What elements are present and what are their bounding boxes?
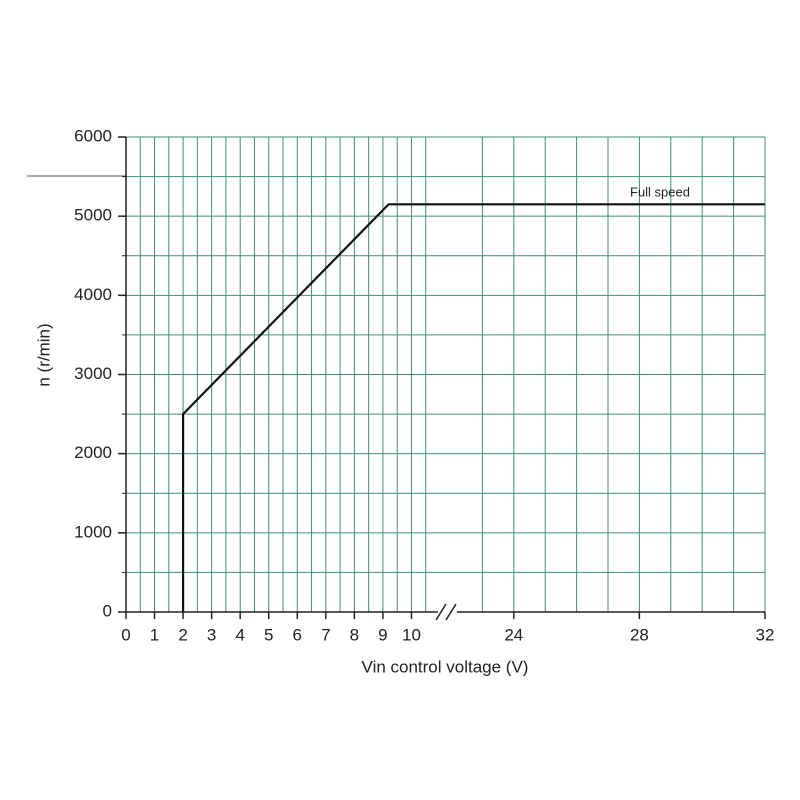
x-tick-label: 24 [504,625,523,644]
y-tick-label: 1000 [74,522,112,541]
x-tick-label: 0 [121,625,130,644]
x-tick-label: 8 [350,625,359,644]
x-tick-label: 7 [321,625,330,644]
x-tick-label: 2 [178,625,187,644]
x-tick-label: 28 [630,625,649,644]
y-tick-label: 4000 [74,285,112,304]
annotation: Full speed [630,184,690,199]
x-tick-label: 3 [207,625,216,644]
x-tick-label: 10 [402,625,421,644]
y-tick-label: 2000 [74,443,112,462]
y-tick-label: 3000 [74,364,112,383]
x-tick-label: 9 [378,625,387,644]
x-axis-title: Vin control voltage (V) [362,657,529,676]
axis-break [435,603,447,621]
y-tick-label: 6000 [74,126,112,145]
y-tick-label: 5000 [74,206,112,225]
x-tick-label: 32 [756,625,775,644]
x-tick-label: 5 [264,625,273,644]
x-tick-label: 1 [150,625,159,644]
y-axis-title: n (r/min) [34,323,53,386]
data-line [181,203,765,612]
y-tick-label: 0 [103,601,112,620]
x-tick-label: 4 [235,625,244,644]
axis-break [445,603,457,621]
x-tick-label: 6 [293,625,302,644]
